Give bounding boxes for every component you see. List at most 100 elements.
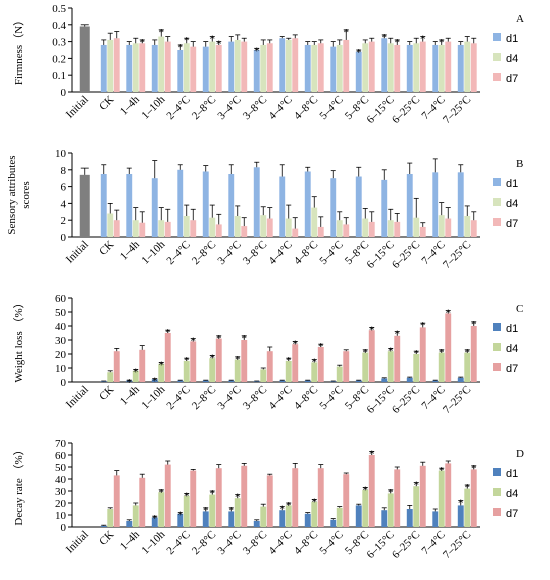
y-axis-title: Decay rate （%） [12, 444, 25, 525]
bar [368, 41, 375, 92]
bar [183, 495, 190, 527]
significance-mark: * [216, 333, 222, 345]
y-tick-label: 0.1 [52, 70, 66, 82]
significance-mark: * [159, 487, 165, 499]
bar [457, 377, 464, 382]
error-bar [413, 350, 419, 354]
bar [381, 378, 388, 382]
bar [470, 220, 477, 237]
error-bar [209, 354, 215, 359]
significance-mark: * [471, 319, 477, 331]
bar [260, 506, 267, 527]
bar [355, 505, 362, 527]
error-bar [388, 37, 394, 44]
error-bar [330, 518, 336, 520]
x-tick-label: 2–8°C [190, 384, 218, 412]
bar [285, 218, 292, 237]
bar [151, 44, 158, 92]
significance-mark: * [203, 505, 209, 517]
bar [107, 509, 114, 527]
y-axis-title: Sensory attributes [6, 155, 18, 234]
bar [355, 380, 362, 382]
bar [139, 349, 146, 382]
error-bar [165, 329, 171, 333]
error-bar [177, 164, 183, 170]
bar [330, 519, 337, 527]
x-tick-label: 1–10h [139, 528, 167, 556]
y-tick-label: 4 [61, 198, 67, 210]
bar [132, 220, 139, 237]
bar [253, 167, 260, 237]
bar [445, 41, 452, 92]
x-tick-label: Initial [64, 239, 91, 266]
significance-mark: * [178, 510, 184, 522]
error-bar [209, 490, 215, 495]
x-tick-label: 3–4°C [215, 94, 243, 122]
error-bar [114, 347, 120, 352]
significance-mark: * [388, 345, 394, 357]
error-bar [133, 368, 139, 371]
error-bar [184, 204, 190, 216]
error-bar [165, 208, 171, 222]
error-bar [190, 338, 196, 342]
x-tick-label: 6–15°C [365, 94, 397, 126]
bar [362, 489, 369, 527]
error-bar [471, 211, 477, 221]
x-tick-label: 6–15°C [365, 239, 397, 271]
significance-mark: * [152, 376, 158, 388]
error-bar [152, 515, 158, 518]
significance-mark: * [446, 308, 452, 320]
legend-swatch [493, 178, 501, 186]
legend-swatch [493, 343, 501, 351]
bar [241, 465, 248, 527]
x-tick-label: 7–25°C [441, 239, 473, 271]
error-bar [471, 465, 477, 470]
error-bar [394, 213, 400, 222]
x-tick-label: 4–4°C [266, 529, 294, 557]
error-bar [114, 209, 120, 221]
x-tick-label: 2–4°C [164, 239, 192, 267]
bar [343, 474, 350, 527]
error-bar [126, 167, 132, 174]
significance-mark: * [388, 487, 394, 499]
x-tick-label: 2–4°C [164, 94, 192, 122]
y-tick-label: 40 [55, 474, 67, 486]
error-bar [362, 486, 368, 490]
bar [279, 380, 286, 382]
panel-letter: B [516, 158, 523, 170]
error-bar [152, 160, 158, 179]
significance-mark: * [235, 354, 241, 366]
error-bar [241, 335, 247, 340]
legend-swatch [493, 218, 501, 226]
bar [438, 470, 445, 527]
error-bar [139, 345, 145, 350]
x-tick-label: 4–8°C [292, 529, 320, 557]
bar [215, 338, 222, 382]
error-bar [337, 364, 343, 367]
bar [432, 380, 439, 382]
x-tick-label: 2–8°C [190, 94, 218, 122]
x-tick-label: 3–4°C [215, 529, 243, 557]
bar [336, 44, 343, 92]
error-bar [216, 335, 222, 339]
significance-mark: * [286, 355, 292, 367]
error-bar [260, 503, 266, 507]
error-bar [133, 207, 139, 221]
bar [266, 475, 273, 527]
bar [151, 178, 158, 237]
bar [292, 468, 299, 527]
bar [202, 511, 209, 527]
bar [413, 217, 420, 237]
error-bar [432, 158, 438, 173]
x-tick-label: Initial [64, 384, 91, 411]
error-bar [177, 512, 183, 514]
error-bar [337, 506, 343, 508]
bar [394, 44, 401, 92]
bar [164, 333, 171, 382]
x-tick-label: 7–25°C [441, 529, 473, 561]
error-bar [381, 169, 387, 180]
bar [183, 216, 190, 237]
legend-swatch [493, 323, 501, 331]
error-bar [184, 492, 190, 496]
x-tick-label: 2–8°C [190, 239, 218, 267]
